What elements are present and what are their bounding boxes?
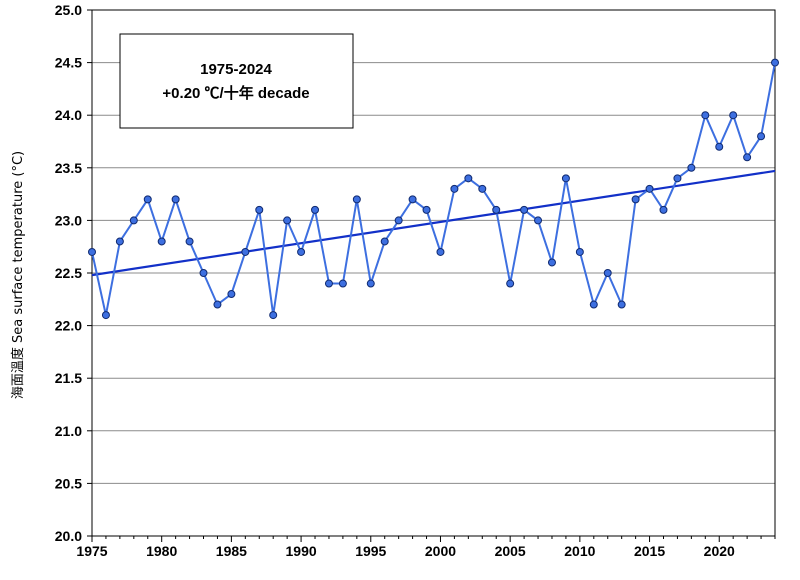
data-point <box>561 174 570 183</box>
data-point <box>88 247 96 256</box>
data-point <box>589 300 598 309</box>
data-point <box>659 205 668 214</box>
data-point <box>366 279 375 288</box>
annotation-rate: +0.20 ℃/十年 decade <box>162 84 309 102</box>
data-point <box>631 195 640 204</box>
data-point <box>297 247 306 256</box>
data-point <box>757 132 766 141</box>
data-point <box>478 184 487 193</box>
data-point <box>185 237 194 246</box>
data-point <box>729 111 738 120</box>
data-point <box>241 247 250 256</box>
y-tick-label: 20.0 <box>55 528 82 544</box>
data-point <box>743 153 752 162</box>
series-line <box>91 62 776 316</box>
y-tick-label: 21.0 <box>55 423 82 439</box>
x-tick-label: 1990 <box>286 543 317 559</box>
data-point <box>547 258 556 267</box>
data-point <box>394 216 403 225</box>
y-tick-label: 21.5 <box>55 370 82 386</box>
data-point <box>520 205 529 214</box>
y-tick-label: 25.0 <box>55 2 82 18</box>
x-tick-label: 1985 <box>216 543 247 559</box>
data-point <box>492 205 501 214</box>
y-tick-label: 22.5 <box>55 265 82 281</box>
data-point <box>213 300 222 309</box>
y-tick-label: 22.0 <box>55 318 82 334</box>
data-point <box>450 184 459 193</box>
x-tick-label: 2000 <box>425 543 456 559</box>
data-point <box>771 58 779 67</box>
data-point <box>645 184 654 193</box>
data-point <box>603 269 612 277</box>
data-point <box>673 174 682 183</box>
trend-line-group <box>91 169 776 277</box>
data-point <box>227 290 236 299</box>
y-tick-label: 24.0 <box>55 107 82 123</box>
data-point <box>715 142 724 151</box>
data-point <box>101 311 110 320</box>
data-point <box>311 205 320 214</box>
x-tick-label: 1975 <box>76 543 107 559</box>
x-tick-label: 1995 <box>355 543 386 559</box>
data-point <box>408 195 417 204</box>
y-tick-label: 23.0 <box>55 212 82 228</box>
y-axis-ticks: 20.0 20.5 21.0 21.5 22.0 22.5 23.0 23.5 24.0 24.5… <box>55 2 92 544</box>
data-point <box>283 216 292 225</box>
data-point <box>436 247 445 256</box>
data-point <box>617 300 626 309</box>
data-point <box>255 205 264 214</box>
y-tick-label: 20.5 <box>55 475 82 491</box>
x-tick-label: 2010 <box>564 543 595 559</box>
x-tick-label: 2015 <box>634 543 665 559</box>
y-axis-label: 海面溫度 Sea surface temperature (°C) <box>10 151 26 399</box>
annotation-box: 1975-2024 +0.20 ℃/十年 decade <box>119 33 354 129</box>
x-tick-label: 2020 <box>704 543 735 559</box>
data-point <box>199 269 208 277</box>
y-tick-label: 23.5 <box>55 160 82 176</box>
data-point <box>422 205 431 214</box>
annotation-period: 1975-2024 <box>200 61 272 78</box>
data-point <box>324 279 333 288</box>
data-series-group <box>88 58 779 320</box>
data-point <box>143 195 152 204</box>
data-point <box>129 216 138 225</box>
x-tick-label: 2005 <box>495 543 526 559</box>
data-point <box>380 237 389 246</box>
data-point <box>687 163 696 172</box>
x-tick-label: 1980 <box>146 543 177 559</box>
annotation-frame <box>119 33 354 129</box>
data-point <box>506 279 515 288</box>
data-point <box>269 311 278 320</box>
data-point <box>534 216 543 225</box>
data-point <box>352 195 361 204</box>
data-point <box>157 237 166 246</box>
y-tick-label: 24.5 <box>55 55 82 71</box>
data-point <box>575 247 584 256</box>
data-point <box>338 279 347 288</box>
data-point <box>464 174 473 183</box>
data-point <box>701 111 710 120</box>
trend-line <box>91 169 776 277</box>
data-point <box>171 195 180 204</box>
x-axis-ticks: 1975 1980 1985 1990 1995 2000 2005 2010 2015 2020 <box>76 536 776 559</box>
data-point <box>115 237 124 246</box>
